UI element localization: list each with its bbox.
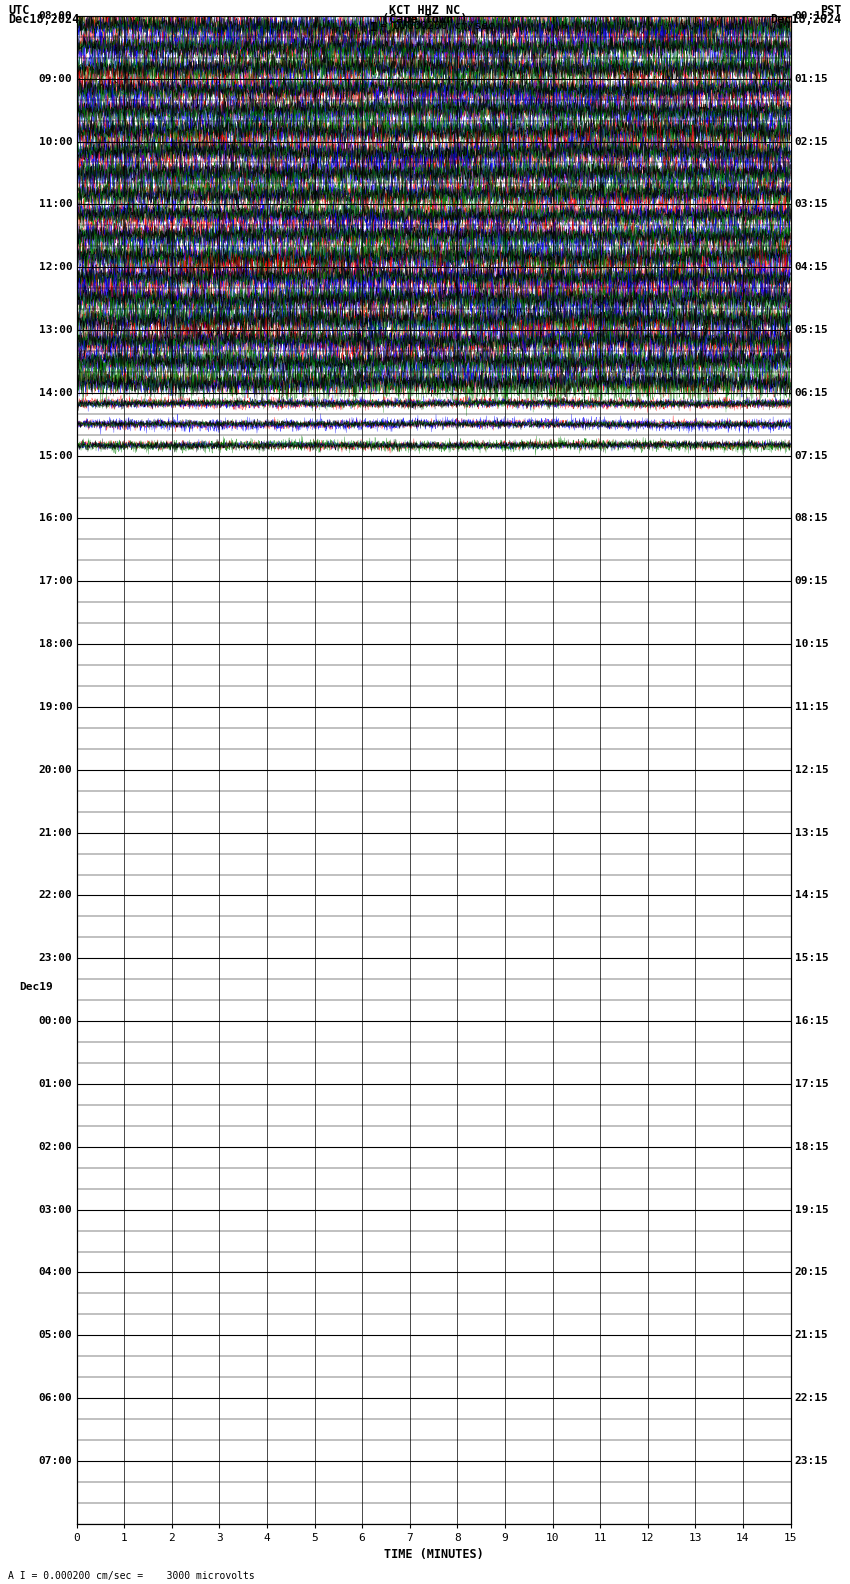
X-axis label: TIME (MINUTES): TIME (MINUTES) bbox=[383, 1549, 484, 1562]
Text: I: I bbox=[370, 21, 377, 33]
Text: Dec18,2024: Dec18,2024 bbox=[8, 13, 80, 25]
Text: UTC: UTC bbox=[8, 3, 30, 17]
Text: Dec19: Dec19 bbox=[19, 982, 53, 992]
Text: = 0.000200 cm/sec: = 0.000200 cm/sec bbox=[380, 21, 495, 32]
Text: KCT HHZ NC: KCT HHZ NC bbox=[389, 3, 461, 17]
Text: PST: PST bbox=[820, 3, 842, 17]
Text: Dec18,2024: Dec18,2024 bbox=[770, 13, 842, 25]
Text: (Cape Town ): (Cape Town ) bbox=[382, 13, 468, 25]
Text: A I = 0.000200 cm/sec =    3000 microvolts: A I = 0.000200 cm/sec = 3000 microvolts bbox=[8, 1571, 255, 1581]
